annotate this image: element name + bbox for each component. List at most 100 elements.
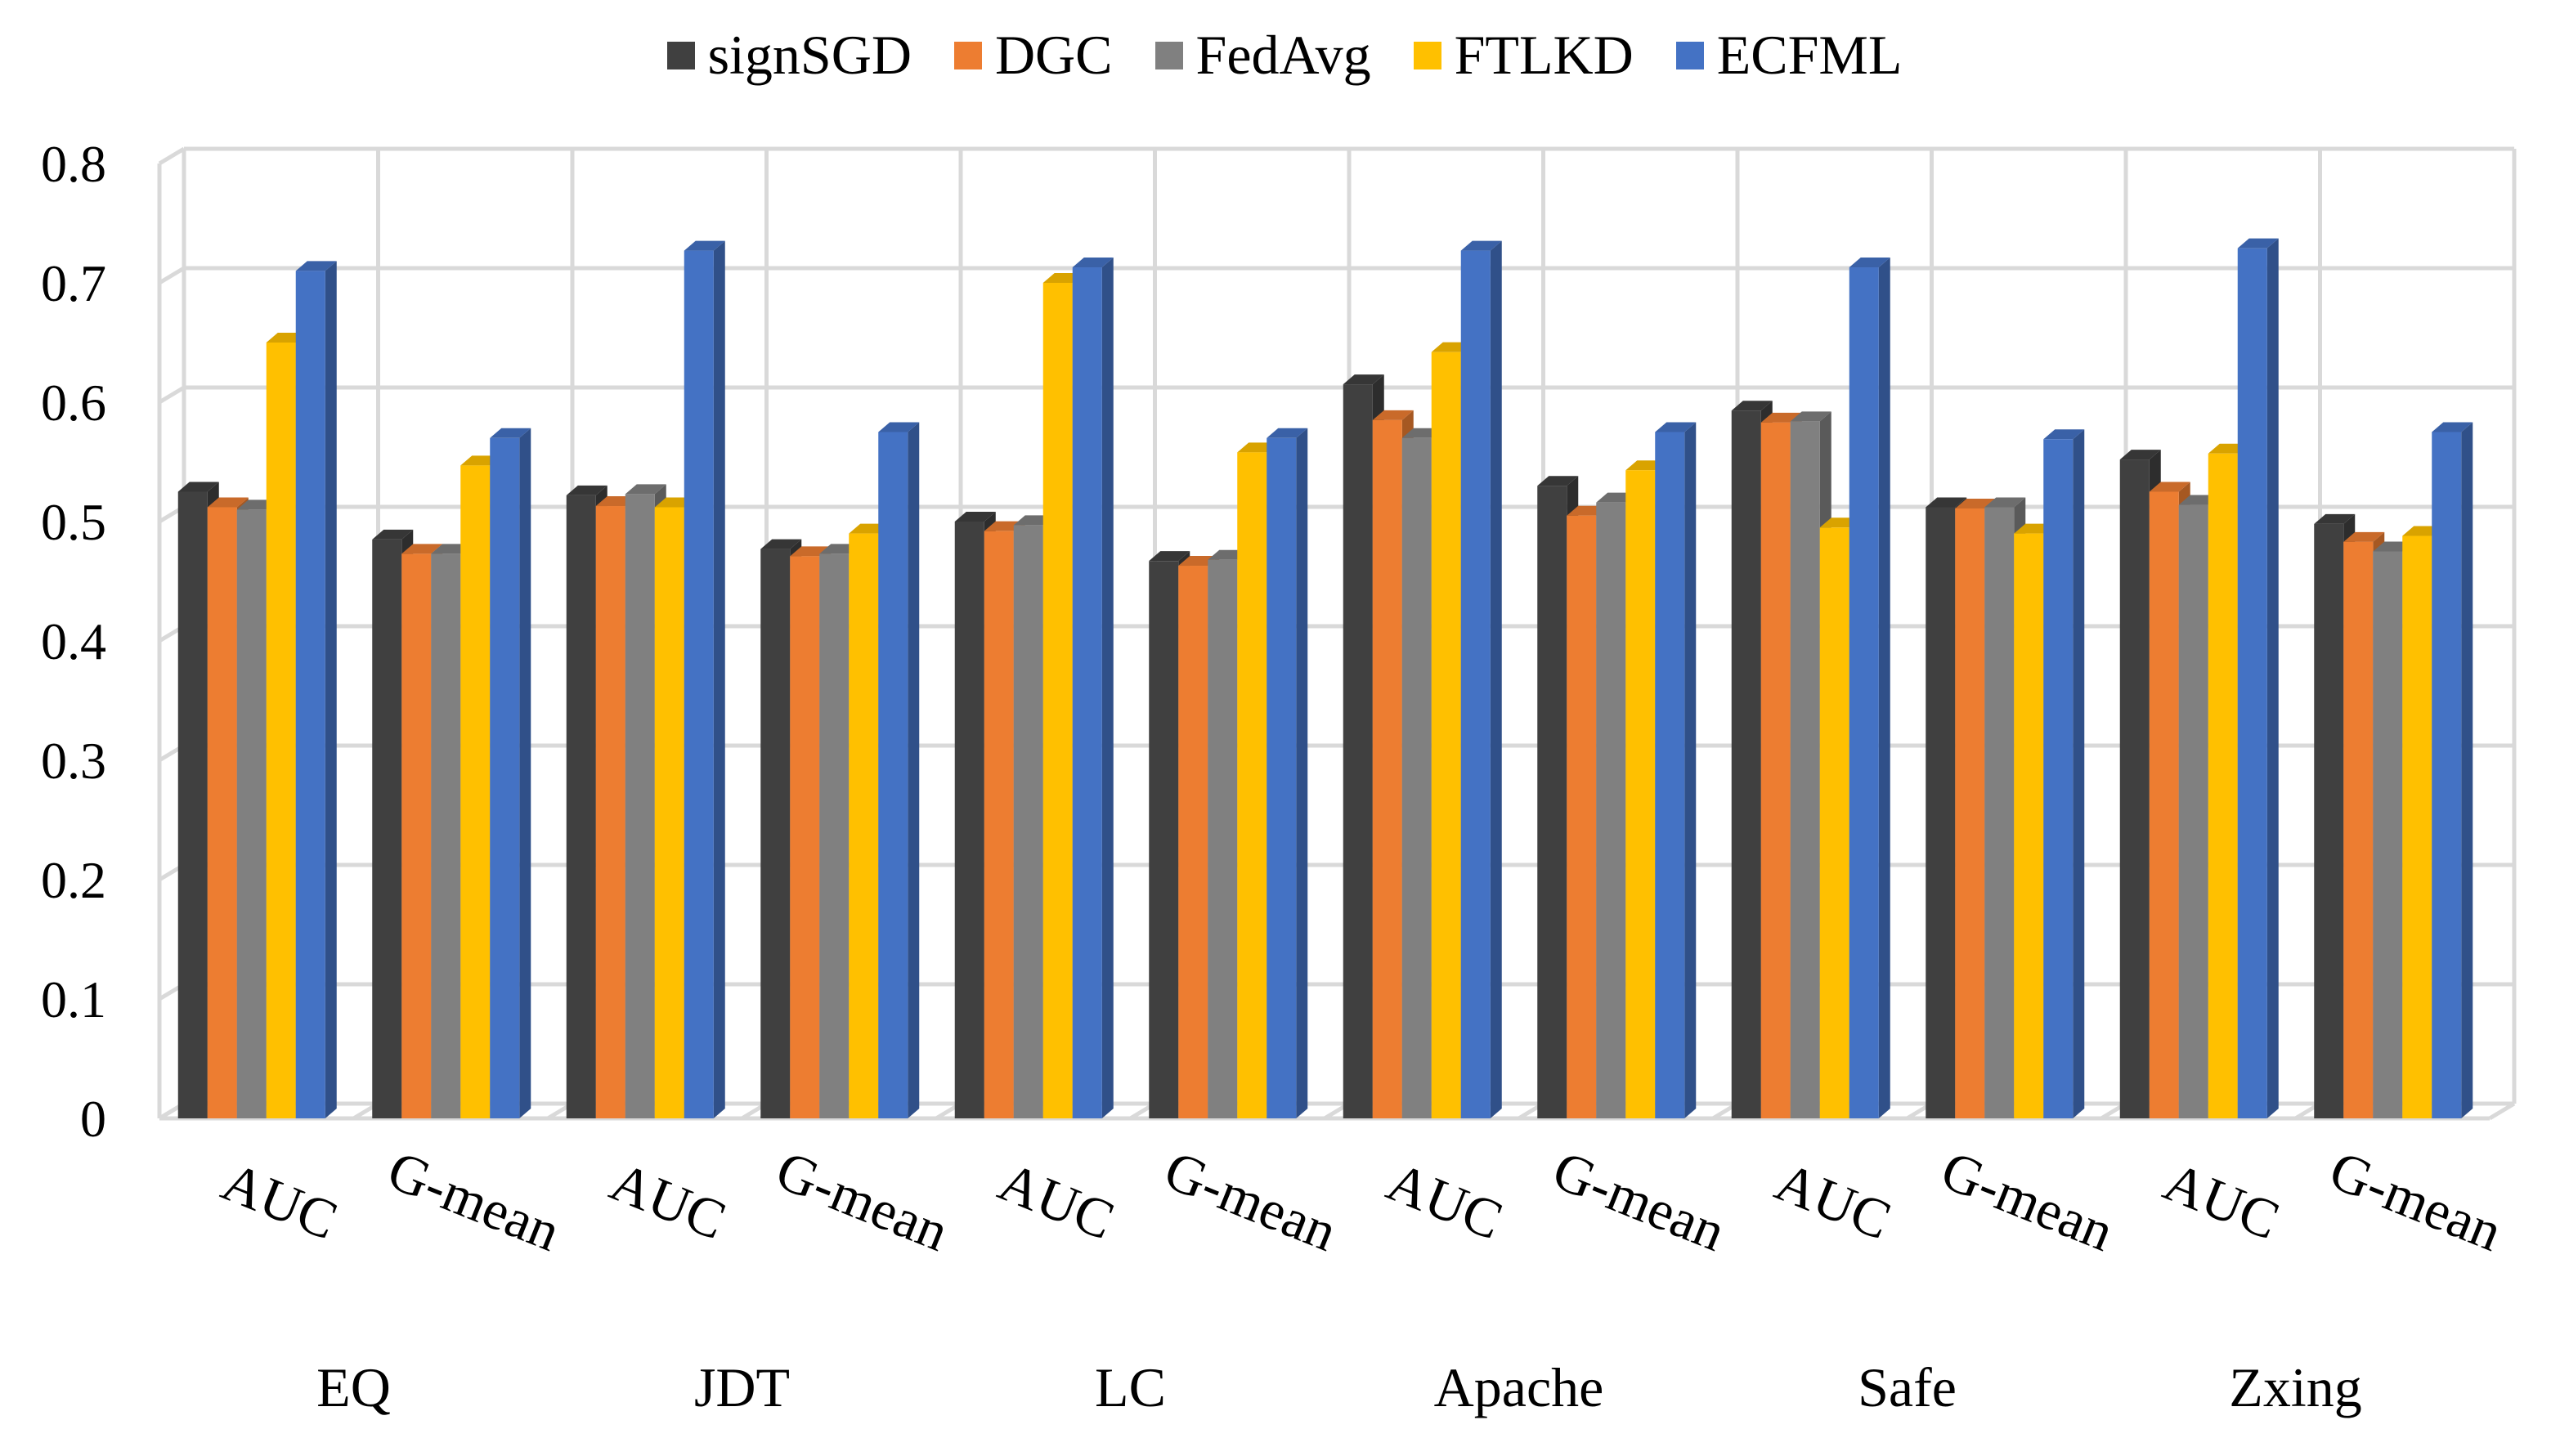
- gridline-side: [158, 146, 186, 166]
- bar-side: [713, 240, 725, 1119]
- bar-front: [460, 465, 491, 1118]
- bar-front: [1731, 410, 1761, 1119]
- bar-front: [1849, 267, 1879, 1118]
- bar-top: [372, 529, 414, 540]
- bar-top: [625, 484, 666, 495]
- bar-side: [519, 428, 531, 1118]
- x-tick-label: G-mean: [379, 1138, 569, 1263]
- bar-front: [207, 507, 237, 1118]
- bar-top: [1926, 497, 1967, 508]
- legend-item-dgc: DGC: [953, 23, 1113, 87]
- bar-top: [1760, 412, 1802, 423]
- bar-front: [1460, 250, 1491, 1119]
- bar-front: [2343, 541, 2374, 1118]
- y-tick-label: 0.7: [41, 254, 106, 312]
- y-tick-label: 0.4: [41, 612, 106, 670]
- y-tick-label: 0.8: [41, 135, 106, 193]
- y-tick-label: 0.3: [41, 732, 106, 790]
- bar-front: [1955, 508, 1985, 1118]
- bar-ecfml-9: [2043, 429, 2085, 1118]
- legend-swatch-ecfml: [1675, 41, 1704, 69]
- legend: signSGD DGC FedAvg FTLKD ECFML: [0, 23, 2569, 87]
- bar-top: [1655, 422, 1697, 432]
- bar-front: [625, 494, 655, 1118]
- bar-front: [401, 553, 432, 1118]
- bar-front: [1655, 432, 1685, 1118]
- x-tick-label: AUC: [2156, 1150, 2289, 1252]
- bar-top: [2237, 238, 2279, 249]
- bar-top: [1984, 497, 2026, 508]
- bar-front: [2237, 248, 2267, 1118]
- legend-item-fedavg: FedAvg: [1154, 23, 1371, 87]
- bar-front: [1760, 422, 1791, 1118]
- bar-front: [1567, 515, 1597, 1118]
- bar-top: [2149, 482, 2190, 492]
- bar-front: [1790, 421, 1820, 1118]
- bar-top: [1149, 551, 1190, 562]
- bar-front: [566, 495, 596, 1118]
- bar-ecfml-11: [2432, 422, 2473, 1118]
- bar-top: [566, 485, 608, 495]
- bar-front: [1072, 267, 1102, 1118]
- gridline-floor: [2488, 1101, 2516, 1121]
- legend-swatch-fedavg: [1154, 41, 1183, 69]
- y-tick-label: 0.6: [41, 374, 106, 432]
- bar-top: [1790, 411, 1831, 422]
- x-tick-label: AUC: [214, 1150, 347, 1252]
- bar-front: [1149, 561, 1179, 1118]
- bar-front: [1625, 470, 1656, 1118]
- bar-front: [1984, 507, 2015, 1118]
- bar-ecfml-5: [1267, 428, 1308, 1118]
- bar-front: [1819, 527, 1849, 1118]
- bar-front: [1537, 486, 1567, 1118]
- x-tick-label: G-mean: [1545, 1138, 1734, 1263]
- bar-top: [878, 422, 920, 432]
- x-tick-label: AUC: [991, 1150, 1123, 1252]
- y-axis-ticks: 0 0.1 0.2 0.3 0.4 0.5 0.6 0.7 0.8: [41, 135, 106, 1148]
- bar-front: [878, 432, 908, 1118]
- bar-top: [2432, 422, 2473, 432]
- bar-front: [2178, 504, 2208, 1118]
- x-tick-label: G-mean: [2321, 1138, 2511, 1263]
- y-tick-label: 0.2: [41, 851, 106, 909]
- bar-side: [2073, 429, 2085, 1118]
- bar-side: [1101, 258, 1114, 1118]
- bar-top: [1267, 428, 1308, 438]
- legend-item-ecfml: ECFML: [1675, 23, 1902, 87]
- bar-ecfml-10: [2237, 238, 2279, 1118]
- bar-front: [684, 250, 714, 1119]
- bar-front: [1926, 507, 1956, 1118]
- bar-front: [372, 539, 402, 1118]
- bar-front: [295, 271, 325, 1118]
- x-axis-groups: EQ JDT LC Apache Safe Zxing: [316, 1356, 2362, 1418]
- bar-front: [266, 343, 296, 1118]
- bar-front: [1596, 502, 1626, 1118]
- bar-front: [760, 549, 791, 1118]
- bar-front: [849, 533, 879, 1118]
- group-label: EQ: [316, 1356, 391, 1418]
- y-tick-label: 0.5: [41, 493, 106, 551]
- x-tick-label: G-mean: [768, 1138, 957, 1263]
- legend-label-ftlkd: FTLKD: [1454, 24, 1634, 86]
- bar-top: [1072, 258, 1114, 268]
- bar-side: [2266, 238, 2279, 1118]
- legend-label-dgc: DGC: [994, 24, 1113, 86]
- bar-front: [2014, 533, 2044, 1118]
- legend-label-fedavg: FedAvg: [1195, 24, 1371, 86]
- group-label: Zxing: [2229, 1356, 2361, 1418]
- x-tick-label: G-mean: [1933, 1138, 2123, 1263]
- bars: [177, 238, 2473, 1119]
- legend-item-ftlkd: FTLKD: [1413, 23, 1634, 87]
- bar-top: [295, 261, 337, 271]
- bar-top: [1343, 374, 1384, 385]
- x-tick-label: AUC: [1379, 1150, 1512, 1252]
- bar-front: [954, 522, 984, 1118]
- bar-front: [2432, 432, 2462, 1118]
- bar-front: [984, 531, 1014, 1118]
- y-tick-label: 0.1: [41, 970, 106, 1028]
- bar-top: [1955, 498, 1997, 508]
- bar-side: [908, 422, 920, 1118]
- bar-front: [654, 507, 684, 1118]
- x-tick-label: AUC: [603, 1150, 735, 1252]
- bar-top: [177, 482, 219, 492]
